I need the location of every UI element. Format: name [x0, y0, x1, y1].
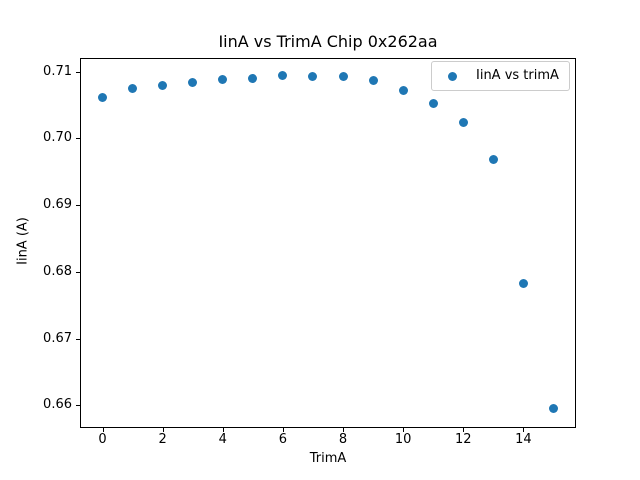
scatter-point: [518, 279, 528, 289]
y-tick-mark: [76, 338, 80, 340]
y-tick-label: 0.70: [43, 130, 72, 146]
y-tick-mark: [76, 271, 80, 273]
chart-title: IinA vs TrimA Chip 0x262aa: [218, 32, 438, 51]
y-tick-mark: [76, 71, 80, 73]
y-tick-label: 0.69: [43, 197, 72, 213]
x-tick-mark: [403, 427, 405, 432]
scatter-point: [458, 117, 468, 127]
y-tick-mark: [76, 205, 80, 207]
scatter-point: [368, 76, 378, 86]
y-tick-mark: [76, 138, 80, 140]
y-axis-label: IinA (A): [15, 217, 31, 265]
legend: IinA vs trimA: [431, 60, 570, 91]
x-tick-label: 6: [278, 432, 288, 447]
x-tick-label: 4: [218, 432, 227, 447]
y-tick-label: 0.66: [43, 397, 72, 413]
scatter-point: [128, 84, 138, 94]
scatter-point: [548, 404, 558, 414]
x-tick-label: 12: [454, 432, 472, 447]
y-tick-label: 0.71: [43, 63, 72, 79]
scatter-point: [308, 71, 318, 81]
y-tick-mark: [76, 405, 80, 407]
x-tick-label: 0: [98, 432, 107, 447]
x-tick-mark: [162, 427, 164, 432]
x-tick-mark: [282, 427, 284, 432]
scatter-point: [278, 71, 288, 81]
x-tick-mark: [523, 427, 525, 432]
x-tick-label: 14: [515, 432, 532, 447]
legend-marker-icon: [448, 71, 457, 81]
scatter-point: [98, 93, 108, 103]
scatter-point: [338, 72, 348, 82]
x-tick-label: 2: [158, 432, 167, 447]
scatter-point: [158, 81, 168, 91]
y-tick-label: 0.67: [43, 330, 72, 346]
plot-area: [80, 57, 576, 428]
scatter-point: [398, 86, 408, 96]
legend-label: IinA vs trimA: [476, 67, 559, 83]
scatter-point: [188, 77, 198, 87]
scatter-point: [488, 155, 498, 165]
x-tick-mark: [102, 427, 104, 432]
x-tick-mark: [463, 427, 465, 432]
x-tick-mark: [343, 427, 345, 432]
x-tick-mark: [222, 427, 224, 432]
scatter-point: [218, 75, 228, 85]
x-axis-label: TrimA: [309, 451, 347, 466]
x-tick-label: 10: [394, 432, 412, 447]
y-tick-label: 0.68: [43, 263, 72, 279]
scatter-point: [248, 73, 258, 83]
scatter-point: [428, 98, 438, 108]
x-tick-label: 8: [338, 432, 348, 447]
